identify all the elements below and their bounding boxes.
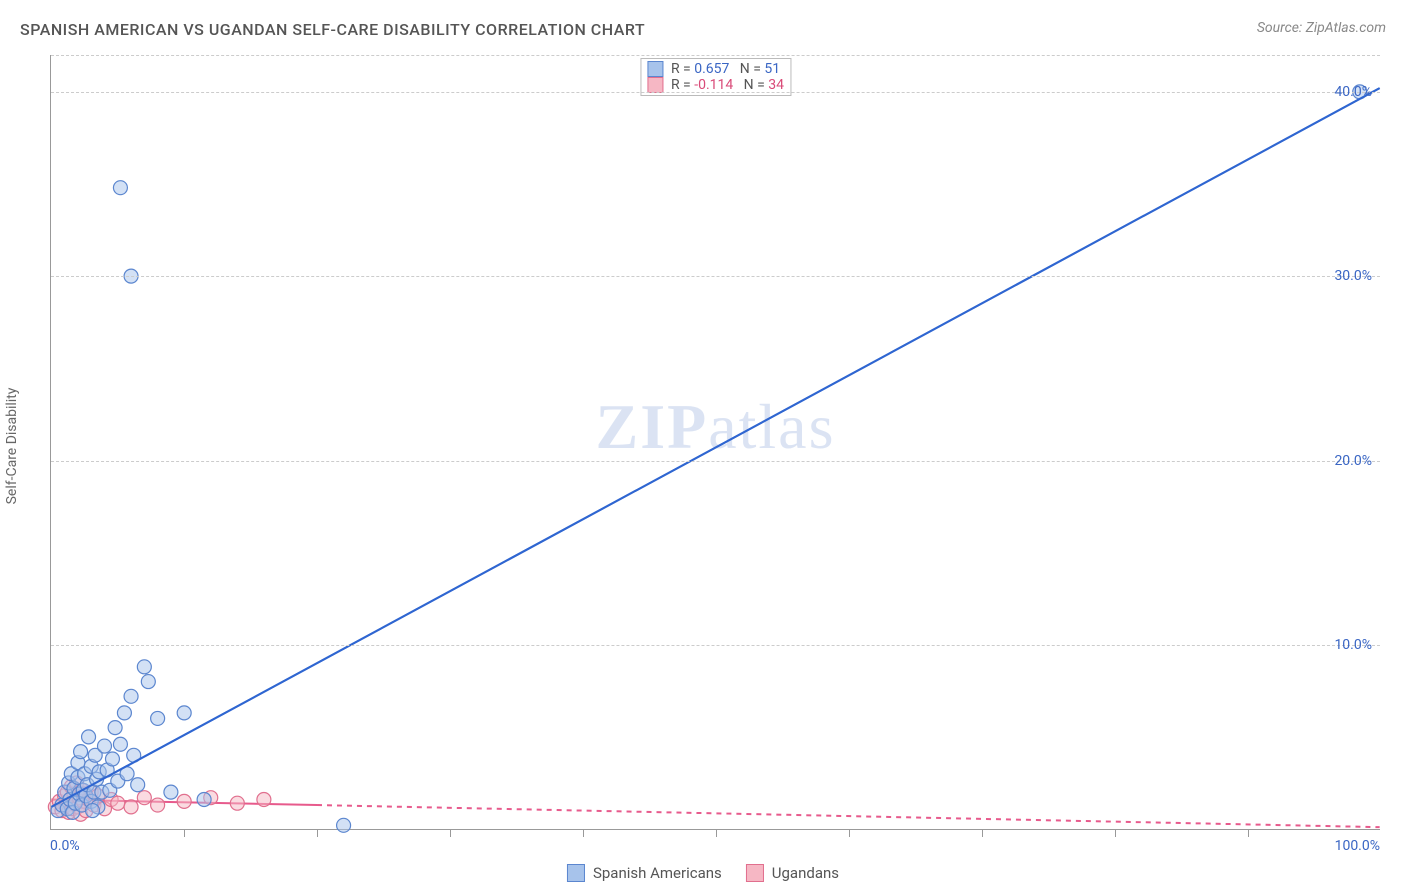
data-point	[111, 796, 125, 810]
stats-legend: R = 0.657 N = 51R = -0.114 N = 34	[640, 58, 791, 96]
data-point	[74, 745, 88, 759]
trend-line-dashed	[317, 805, 1380, 827]
x-tick	[982, 829, 983, 837]
data-point	[177, 706, 191, 720]
legend-swatch	[746, 864, 764, 882]
data-point	[197, 793, 211, 807]
data-point	[151, 798, 165, 812]
gridline	[51, 645, 1380, 646]
gridline	[51, 276, 1380, 277]
gridline	[51, 461, 1380, 462]
data-point	[337, 818, 351, 832]
data-point	[177, 794, 191, 808]
data-point	[141, 675, 155, 689]
data-point	[124, 689, 138, 703]
gridline	[51, 92, 1380, 93]
data-point	[131, 778, 145, 792]
stats-row: R = 0.657 N = 51	[647, 61, 784, 77]
data-point	[105, 752, 119, 766]
data-point	[164, 785, 178, 799]
legend-label: Ugandans	[772, 864, 839, 882]
data-point	[117, 706, 131, 720]
y-axis-label: Self-Care Disability	[4, 388, 20, 505]
trend-line-top	[51, 88, 1379, 807]
data-point	[113, 737, 127, 751]
plot-area: ZIPatlas R = 0.657 N = 51R = -0.114 N = …	[50, 55, 1380, 830]
stats-text: R = 0.657 N = 51	[671, 61, 780, 77]
legend-swatch	[567, 864, 585, 882]
x-tick	[184, 829, 185, 837]
source-caption: Source: ZipAtlas.com	[1257, 20, 1386, 36]
data-point	[257, 793, 271, 807]
legend-label: Spanish Americans	[593, 864, 722, 882]
x-tick	[317, 829, 318, 837]
data-point	[151, 711, 165, 725]
x-tick-label-left: 0.0%	[50, 838, 80, 884]
stats-row: R = -0.114 N = 34	[647, 77, 784, 93]
data-point	[230, 796, 244, 810]
data-point	[97, 739, 111, 753]
data-point	[108, 721, 122, 735]
legend-item: Spanish Americans	[567, 864, 722, 882]
gridline	[51, 55, 1380, 56]
legend-swatch	[647, 77, 663, 93]
data-point	[113, 181, 127, 195]
bottom-legend: Spanish Americans Ugandans	[567, 864, 839, 882]
x-tick	[716, 829, 717, 837]
data-point	[137, 791, 151, 805]
y-tick-label: 40.0%	[1334, 84, 1372, 100]
x-tick	[1115, 829, 1116, 837]
x-tick-label-right: 100.0%	[1335, 838, 1380, 884]
x-tick	[450, 829, 451, 837]
x-tick	[1248, 829, 1249, 837]
y-tick-label: 30.0%	[1334, 268, 1372, 284]
data-point	[137, 660, 151, 674]
x-tick	[583, 829, 584, 837]
data-point	[82, 730, 96, 744]
stats-text: R = -0.114 N = 34	[671, 77, 784, 93]
data-point	[86, 804, 100, 818]
legend-swatch	[647, 61, 663, 77]
y-tick-label: 10.0%	[1334, 637, 1372, 653]
chart-svg	[51, 55, 1380, 829]
data-point	[124, 800, 138, 814]
x-tick	[849, 829, 850, 837]
chart-title: SPANISH AMERICAN VS UGANDAN SELF-CARE DI…	[20, 20, 645, 39]
legend-item: Ugandans	[746, 864, 839, 882]
y-tick-label: 20.0%	[1334, 453, 1372, 469]
